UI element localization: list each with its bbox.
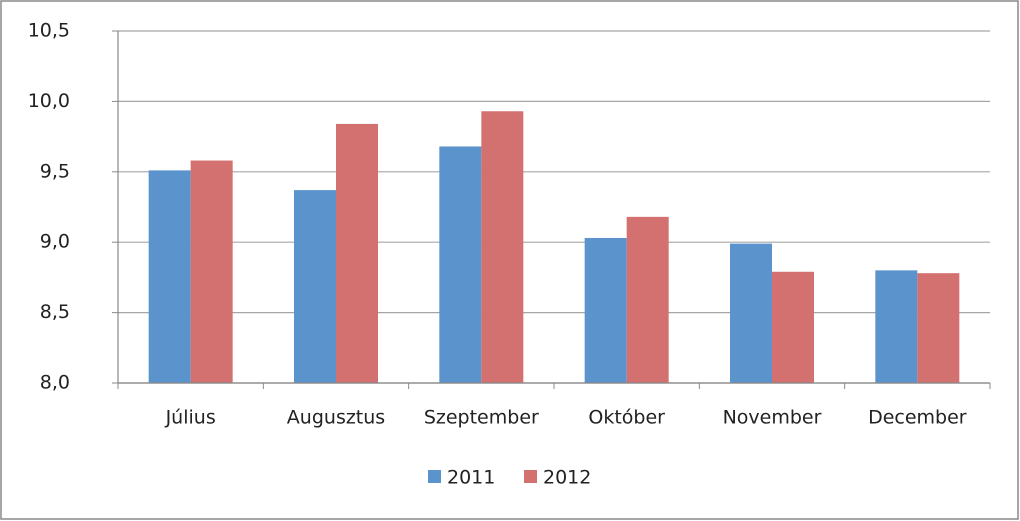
y-tick-label: 9,0 <box>40 231 70 253</box>
x-tick-label: Augusztus <box>287 407 385 429</box>
legend-label: 2012 <box>543 467 591 489</box>
bar <box>439 146 482 383</box>
bar <box>481 111 524 384</box>
bar <box>626 216 669 383</box>
bar <box>148 170 191 383</box>
bar <box>730 243 772 383</box>
bar <box>190 160 233 383</box>
bar <box>294 190 336 383</box>
legend-swatch <box>428 470 441 483</box>
y-tick-label: 9,5 <box>40 160 70 182</box>
y-tick-label: 10,0 <box>28 90 70 112</box>
x-tick-label: Október <box>588 407 665 429</box>
x-tick-label: December <box>868 407 967 429</box>
y-tick-label: 10,5 <box>28 20 70 42</box>
y-tick-label: 8,0 <box>40 372 70 394</box>
bar <box>917 273 960 383</box>
bar <box>875 270 918 383</box>
y-tick-label: 8,5 <box>40 301 70 323</box>
bar <box>772 271 814 383</box>
legend-label: 2011 <box>447 467 495 489</box>
x-tick-label: Július <box>165 407 216 429</box>
x-tick-label: November <box>723 407 822 429</box>
bar <box>336 123 378 383</box>
legend-swatch <box>524 470 537 483</box>
bar <box>584 237 627 383</box>
x-tick-label: Szeptember <box>424 407 539 429</box>
